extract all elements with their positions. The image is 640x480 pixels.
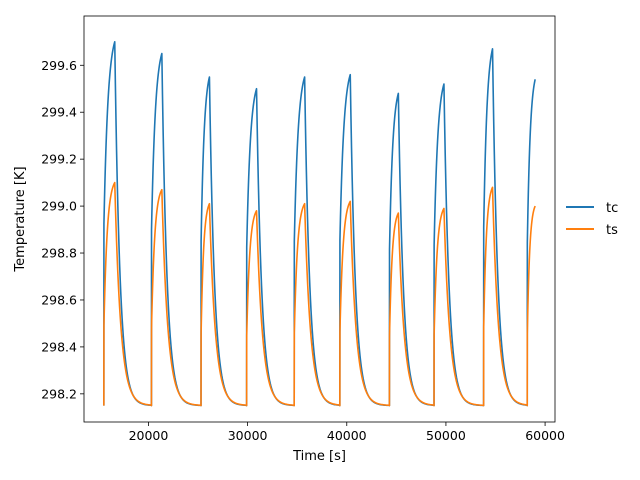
x-tick-label: 60000 bbox=[525, 428, 565, 443]
y-axis-ticks: 298.2 298.4 298.6 298.8 299.0 299.2 299.4 299.6 bbox=[41, 58, 84, 401]
y-tick-label: 299.2 bbox=[41, 152, 77, 167]
series-layer bbox=[103, 41, 536, 407]
legend-label-tc: tc bbox=[606, 201, 618, 216]
y-tick-label: 298.4 bbox=[41, 339, 77, 354]
x-tick-label: 30000 bbox=[228, 428, 268, 443]
legend-label-ts: ts bbox=[606, 223, 618, 238]
series-line-ts bbox=[103, 181, 536, 407]
y-axis-label: Temperature [K] bbox=[13, 166, 28, 272]
plot-area-frame bbox=[83, 15, 556, 423]
x-tick-label: 20000 bbox=[129, 428, 169, 443]
y-tick-label: 299.4 bbox=[41, 105, 77, 120]
y-tick-label: 299.6 bbox=[41, 58, 77, 73]
x-tick-label: 50000 bbox=[426, 428, 466, 443]
x-tick-label: 40000 bbox=[327, 428, 367, 443]
series-line-tc bbox=[103, 41, 536, 407]
y-tick-label: 298.2 bbox=[41, 386, 77, 401]
x-axis-label: Time [s] bbox=[292, 449, 346, 464]
x-axis-ticks: 20000 30000 40000 50000 60000 bbox=[129, 422, 565, 443]
y-tick-label: 299.0 bbox=[41, 199, 77, 214]
legend: tc ts bbox=[566, 201, 618, 238]
y-tick-label: 298.8 bbox=[41, 246, 77, 261]
y-tick-label: 298.6 bbox=[41, 292, 77, 307]
